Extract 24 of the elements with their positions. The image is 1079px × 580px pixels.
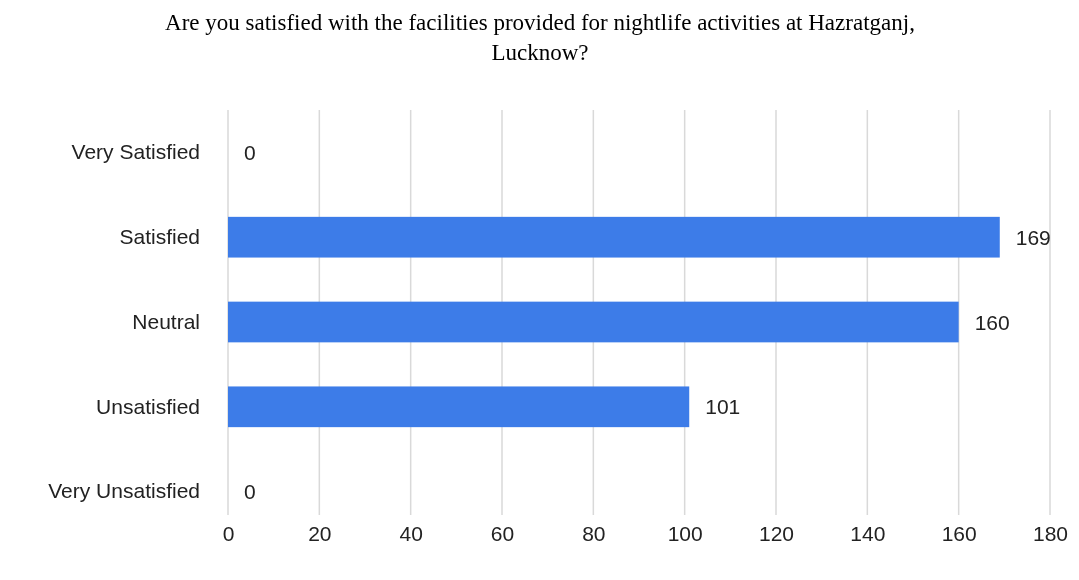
- x-tick-label: 60: [490, 521, 515, 545]
- x-tick-label: 140: [850, 521, 886, 545]
- y-tick-label: Very Unsatisfied: [48, 479, 200, 503]
- y-tick-label: Very Satisfied: [71, 140, 200, 164]
- data-label: 0: [244, 140, 256, 164]
- bar: [228, 301, 959, 343]
- data-label: 160: [974, 310, 1010, 334]
- y-tick-label: Satisfied: [119, 224, 200, 248]
- data-label: 0: [244, 480, 256, 504]
- x-tick-label: 0: [222, 521, 235, 545]
- y-tick-label: Neutral: [132, 309, 200, 333]
- bar: [228, 386, 690, 428]
- x-tick-label: 160: [941, 521, 977, 545]
- x-tick-label: 100: [667, 521, 703, 545]
- bar: [228, 216, 1000, 258]
- x-tick-label: 80: [582, 521, 606, 545]
- x-tick-label: 120: [758, 521, 795, 545]
- data-label: 101: [705, 395, 741, 419]
- x-tick-label: 40: [399, 521, 423, 545]
- data-label: 169: [1015, 225, 1051, 249]
- y-tick-label: Unsatisfied: [96, 394, 200, 418]
- x-tick-label: 20: [308, 521, 332, 545]
- x-tick-label: 180: [1032, 521, 1069, 545]
- chart-title: Are you satisfied with the facilities provided for nightlife activities at Hazratganj, Lucknow?: [165, 10, 915, 65]
